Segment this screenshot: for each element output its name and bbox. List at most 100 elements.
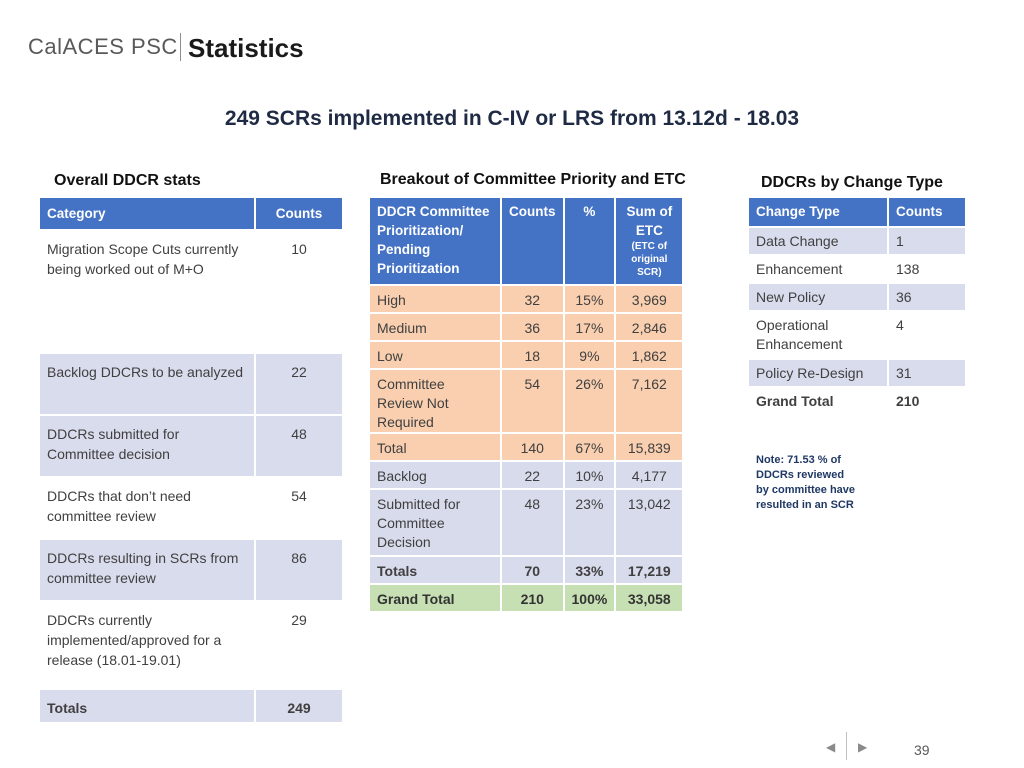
priority-cell: Backlog [370, 462, 500, 488]
etc-header-note: (ETC of original SCR) [631, 241, 668, 278]
column-header-change-type: Change Type [749, 198, 887, 226]
totals-label: Totals [40, 690, 254, 722]
counts-cell: 36 [502, 314, 563, 340]
count-cell: 10 [256, 231, 342, 352]
table-row: Enhancement 138 [749, 256, 965, 282]
brand-name: CalACES PSC [28, 34, 178, 59]
table-row: Committee Review Not Required 54 26% 7,1… [370, 370, 683, 432]
column-header-counts: Counts [256, 198, 342, 229]
table-row: High 32 15% 3,969 [370, 286, 683, 312]
percent-cell: 10% [564, 462, 615, 488]
page-number: 39 [914, 742, 930, 758]
percent-cell: 100% [564, 585, 615, 611]
priority-cell: Medium [370, 314, 500, 340]
etc-cell: 13,042 [616, 490, 683, 555]
previous-slide-icon[interactable]: ◀ [826, 740, 836, 754]
table-row: Migration Scope Cuts currently being wor… [40, 231, 342, 352]
priority-cell: Committee Review Not Required [370, 370, 500, 432]
table-row: Submitted for Committee Decision 48 23% … [370, 490, 683, 555]
overall-stats-table: Category Counts Migration Scope Cuts cur… [38, 196, 344, 724]
change-type-table: Change Type Counts Data Change 1 Enhance… [747, 196, 967, 416]
percent-cell: 15% [564, 286, 615, 312]
table-row: Policy Re-Design 31 [749, 360, 965, 386]
priority-cell: Total [370, 434, 500, 460]
change-type-cell: Grand Total [749, 388, 887, 414]
next-slide-icon[interactable]: ▶ [858, 740, 868, 754]
table-row: Total 140 67% 15,839 [370, 434, 683, 460]
counts-cell: 18 [502, 342, 563, 368]
counts-cell: 70 [502, 557, 563, 583]
table-row: DDCRs that don’t need committee review 5… [40, 478, 342, 538]
table-row: New Policy 36 [749, 284, 965, 310]
count-cell: 210 [889, 388, 965, 414]
count-cell: 48 [256, 416, 342, 476]
etc-cell: 2,846 [616, 314, 683, 340]
percent-cell: 67% [564, 434, 615, 460]
count-cell: 36 [889, 284, 965, 310]
table-row: Data Change 1 [749, 228, 965, 254]
etc-cell: 17,219 [616, 557, 683, 583]
etc-cell: 1,862 [616, 342, 683, 368]
category-cell: DDCRs resulting in SCRs from committee r… [40, 540, 254, 600]
etc-cell: 3,969 [616, 286, 683, 312]
change-type-heading: DDCRs by Change Type [761, 174, 943, 191]
table-row: DDCRs resulting in SCRs from committee r… [40, 540, 342, 600]
counts-cell: 48 [502, 490, 563, 555]
table-row: Low 18 9% 1,862 [370, 342, 683, 368]
slide-title: Statistics [188, 33, 304, 63]
priority-cell: Grand Total [370, 585, 500, 611]
review-note: Note: 71.53 % of DDCRs reviewed by commi… [756, 454, 856, 511]
grand-total-row: Grand Total 210 100% 33,058 [370, 585, 683, 611]
grand-total-row: Grand Total 210 [749, 388, 965, 414]
etc-cell: 4,177 [616, 462, 683, 488]
table-row: Backlog 22 10% 4,177 [370, 462, 683, 488]
percent-cell: 17% [564, 314, 615, 340]
percent-cell: 26% [564, 370, 615, 432]
percent-cell: 33% [564, 557, 615, 583]
totals-count: 249 [256, 690, 342, 722]
change-type-cell: Operational Enhancement [749, 312, 887, 358]
breakout-heading: Breakout of Committee Priority and ETC [380, 171, 686, 188]
percent-cell: 23% [564, 490, 615, 555]
table-row: Medium 36 17% 2,846 [370, 314, 683, 340]
counts-cell: 32 [502, 286, 563, 312]
count-cell: 29 [256, 602, 342, 688]
table-row: DDCRs submitted for Committee decision 4… [40, 416, 342, 476]
breakout-table: DDCR Committee Prioritization/ Pending P… [368, 196, 684, 613]
column-header-counts: Counts [889, 198, 965, 226]
priority-cell: High [370, 286, 500, 312]
brand-divider [180, 33, 181, 61]
table-row: Operational Enhancement 4 [749, 312, 965, 358]
column-header-counts: Counts [502, 198, 563, 284]
headline: 249 SCRs implemented in C-IV or LRS from… [224, 107, 800, 130]
change-type-cell: Enhancement [749, 256, 887, 282]
table-row: Backlog DDCRs to be analyzed 22 [40, 354, 342, 414]
etc-cell: 7,162 [616, 370, 683, 432]
count-cell: 31 [889, 360, 965, 386]
column-header-category: Category [40, 198, 254, 229]
totals-row: Totals 249 [40, 690, 342, 722]
priority-cell: Totals [370, 557, 500, 583]
percent-cell: 9% [564, 342, 615, 368]
category-cell: DDCRs currently implemented/approved for… [40, 602, 254, 688]
counts-cell: 54 [502, 370, 563, 432]
priority-cell: Submitted for Committee Decision [370, 490, 500, 555]
table-row: DDCRs currently implemented/approved for… [40, 602, 342, 688]
change-type-cell: Data Change [749, 228, 887, 254]
etc-cell: 33,058 [616, 585, 683, 611]
column-header-etc: Sum of ETC (ETC of original SCR) [616, 198, 683, 284]
etc-header-label: Sum of ETC [626, 204, 673, 238]
etc-cell: 15,839 [616, 434, 683, 460]
priority-cell: Low [370, 342, 500, 368]
count-cell: 22 [256, 354, 342, 414]
category-cell: Backlog DDCRs to be analyzed [40, 354, 254, 414]
counts-cell: 210 [502, 585, 563, 611]
category-cell: Migration Scope Cuts currently being wor… [40, 231, 254, 352]
count-cell: 54 [256, 478, 342, 538]
change-type-cell: New Policy [749, 284, 887, 310]
nav-divider [846, 732, 847, 760]
category-cell: DDCRs submitted for Committee decision [40, 416, 254, 476]
change-type-cell: Policy Re-Design [749, 360, 887, 386]
count-cell: 86 [256, 540, 342, 600]
overall-stats-heading: Overall DDCR stats [54, 172, 201, 189]
